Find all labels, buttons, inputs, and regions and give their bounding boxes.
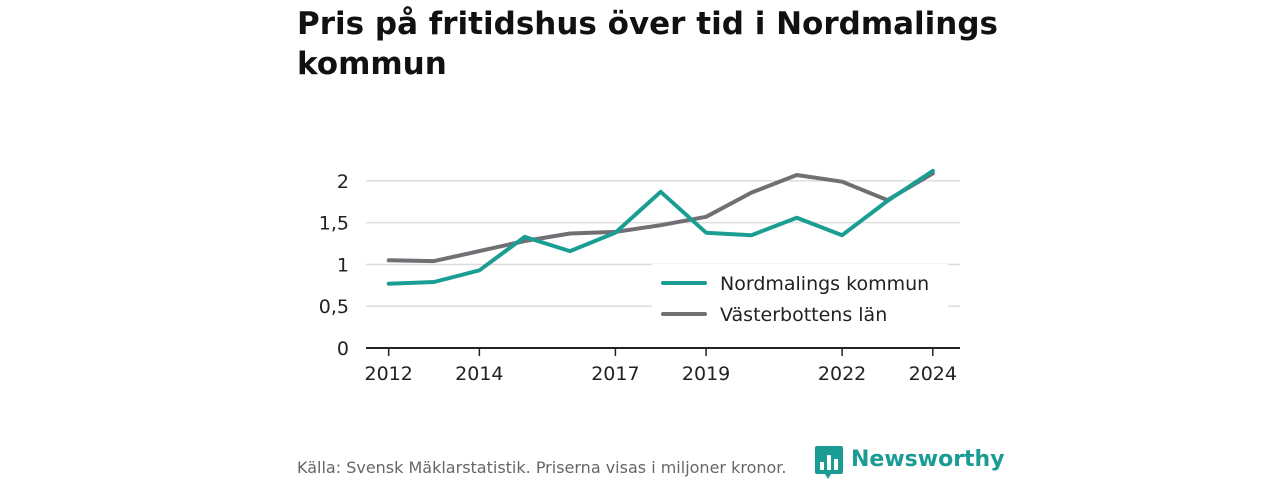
legend-entry: Nordmalings kommun: [720, 273, 929, 295]
legend-entry: Västerbottens län: [720, 304, 887, 326]
x-tick-label: 2022: [818, 363, 866, 385]
chart-title: Pris på fritidshus över tid i Nordmaling…: [297, 6, 999, 82]
x-tick-label: 2014: [455, 363, 503, 385]
x-tick-label: 2024: [909, 363, 957, 385]
x-tick-label: 2019: [682, 363, 730, 385]
y-tick-label: 2: [337, 171, 349, 193]
legend: Nordmalings kommun Västerbottens län: [652, 264, 948, 332]
x-tick-label: 2012: [364, 363, 412, 385]
brand-name: Newsworthy: [851, 447, 1005, 472]
source-note: Källa: Svensk Mäklarstatistik. Priserna …: [297, 458, 787, 477]
x-tick-label: 2017: [591, 363, 639, 385]
y-tick-label: 0: [337, 338, 349, 360]
y-axis-tick-labels: 0 0,5 1 1,5 2: [319, 171, 349, 360]
legend-background: [652, 264, 948, 332]
y-tick-label: 1,5: [319, 213, 349, 235]
y-tick-label: 0,5: [319, 296, 349, 318]
x-axis-tick-labels: 2012 2014 2017 2019 2022 2024: [364, 348, 957, 385]
y-tick-label: 1: [337, 254, 349, 276]
line-chart: 0 0,5 1 1,5 2 2012 2014 2017 2019 2022 2024 Nordm…: [319, 168, 960, 385]
series-lines: [386, 168, 935, 286]
newsworthy-bar-chart-icon: [815, 446, 843, 479]
series-line: [386, 168, 935, 286]
brand[interactable]: Newsworthy: [815, 446, 1005, 480]
series-line: [386, 171, 935, 264]
